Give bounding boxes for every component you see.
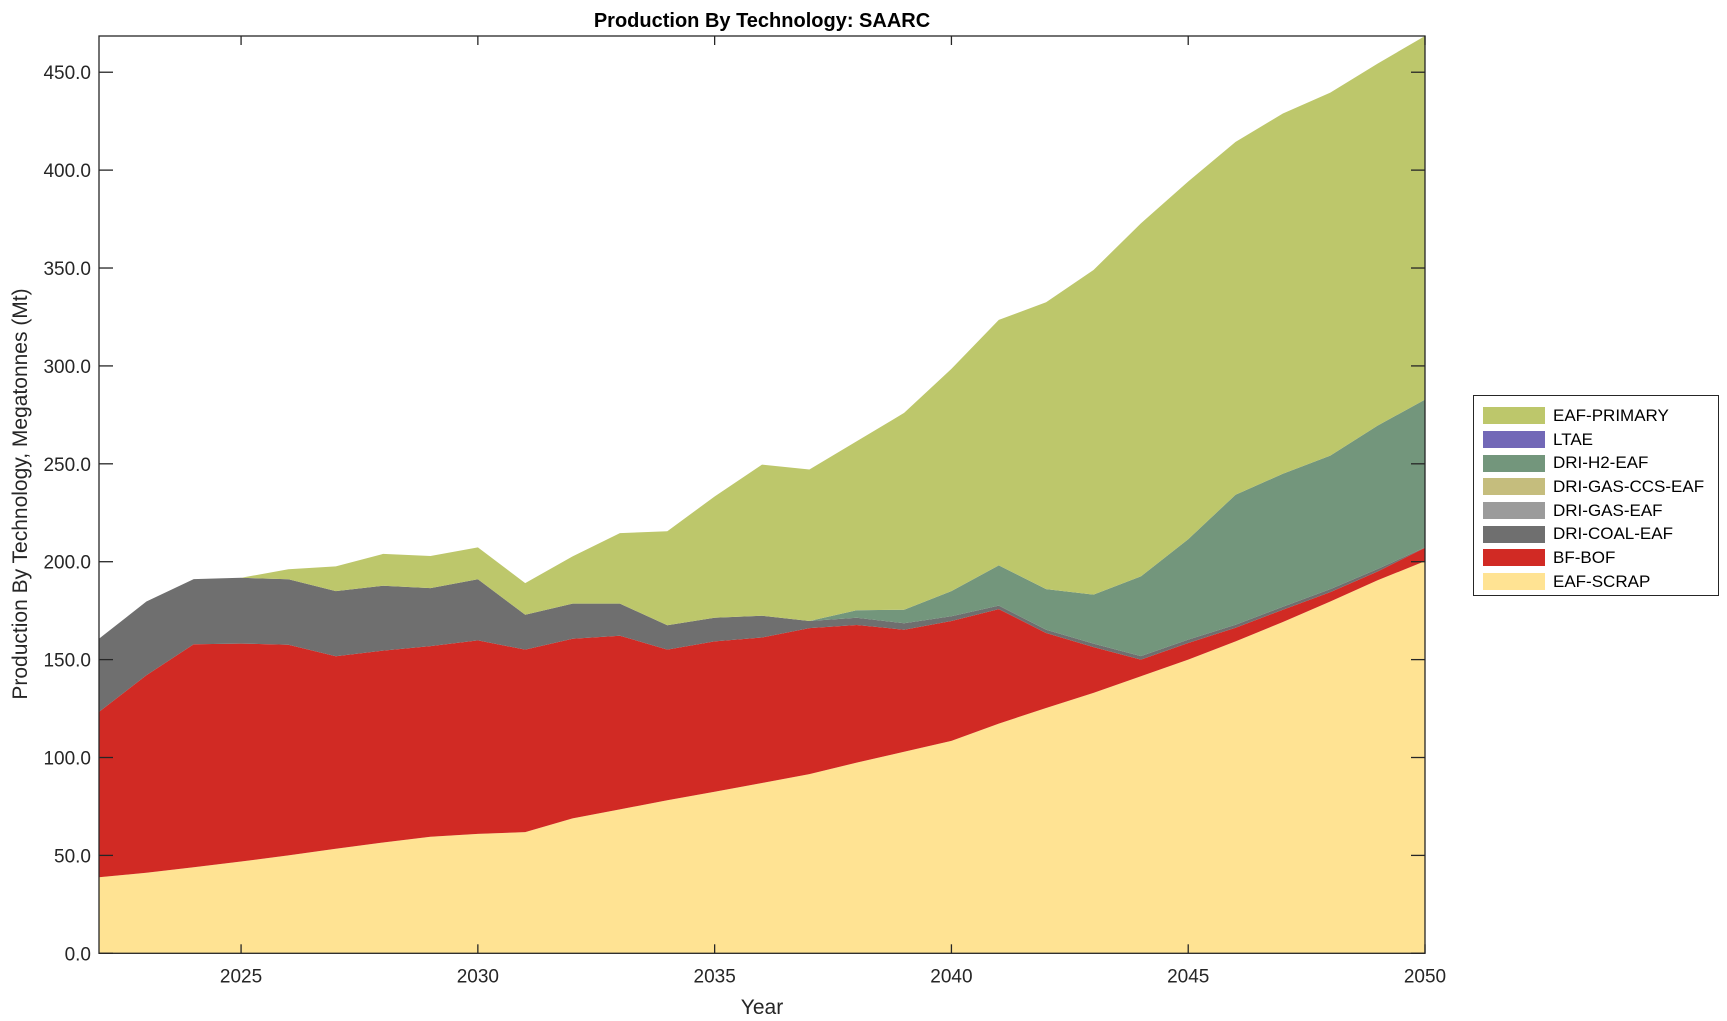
x-tick-label: 2040	[930, 966, 972, 987]
area-dri-coal-eaf	[99, 547, 1425, 712]
legend-swatch	[1483, 525, 1545, 543]
legend-item[interactable]: BF-BOF	[1483, 546, 1718, 570]
legend-item[interactable]: LTAE	[1483, 428, 1718, 452]
area-layers	[99, 36, 1425, 954]
y-axis: 0.0 50.0 100.0 150.0 200.0 250.0 300.0 350.0 400…	[43, 63, 1425, 965]
legend-item[interactable]: DRI-COAL-EAF	[1483, 522, 1718, 546]
y-tick-label: 200.0	[43, 553, 91, 574]
x-tick-label: 2035	[694, 966, 736, 987]
legend-label: BF-BOF	[1553, 547, 1616, 567]
y-tick-label: 100.0	[43, 749, 91, 770]
legend-label: DRI-GAS-EAF	[1553, 500, 1663, 520]
legend-item[interactable]: EAF-SCRAP	[1483, 570, 1718, 594]
y-axis-label: Production By Technology, Megatonnes (Mt…	[9, 288, 32, 699]
legend-item[interactable]: DRI-GAS-CCS-EAF	[1483, 475, 1718, 499]
x-axis-label: Year	[741, 996, 783, 1019]
x-axis: 2025 2030 2035 2040 2045 2050	[220, 36, 1446, 987]
x-tick-label: 2025	[220, 966, 262, 987]
area-eaf-scrap	[99, 561, 1425, 954]
legend-swatch	[1483, 502, 1545, 520]
y-tick-label: 250.0	[43, 455, 91, 476]
legend-swatch	[1483, 549, 1545, 567]
legend-swatch	[1483, 454, 1545, 472]
y-tick-label: 0.0	[65, 944, 91, 965]
y-tick-label: 50.0	[54, 846, 91, 867]
x-tick-label: 2050	[1404, 966, 1446, 987]
legend-label: LTAE	[1553, 429, 1593, 449]
legend-swatch	[1483, 407, 1545, 425]
legend-label: EAF-SCRAP	[1553, 571, 1651, 591]
x-tick-label: 2045	[1167, 966, 1209, 987]
y-tick-label: 450.0	[43, 63, 91, 84]
plot-frame	[98, 35, 1426, 954]
legend-label: EAF-PRIMARY	[1553, 405, 1669, 425]
x-tick-label: 2030	[457, 966, 499, 987]
area-eaf-primary	[99, 36, 1425, 639]
legend-label: DRI-GAS-CCS-EAF	[1553, 476, 1705, 496]
legend-item[interactable]: EAF-PRIMARY	[1483, 404, 1718, 428]
y-tick-label: 300.0	[43, 357, 91, 378]
area-bf-bof	[99, 547, 1425, 878]
y-tick-label: 150.0	[43, 651, 91, 672]
legend-item[interactable]: DRI-GAS-EAF	[1483, 499, 1718, 523]
legend-swatch	[1483, 573, 1545, 591]
legend: EAF-PRIMARY LTAE DRI-H2-EAF DRI-GAS-CCS-…	[1473, 395, 1719, 596]
y-tick-label: 400.0	[43, 161, 91, 182]
legend-label: DRI-H2-EAF	[1553, 453, 1649, 473]
legend-label: DRI-COAL-EAF	[1553, 524, 1673, 544]
legend-swatch	[1483, 431, 1545, 449]
chart-title: Production By Technology: SAARC	[594, 10, 930, 32]
legend-swatch	[1483, 478, 1545, 496]
y-tick-label: 350.0	[43, 259, 91, 280]
legend-item[interactable]: DRI-H2-EAF	[1483, 451, 1718, 475]
